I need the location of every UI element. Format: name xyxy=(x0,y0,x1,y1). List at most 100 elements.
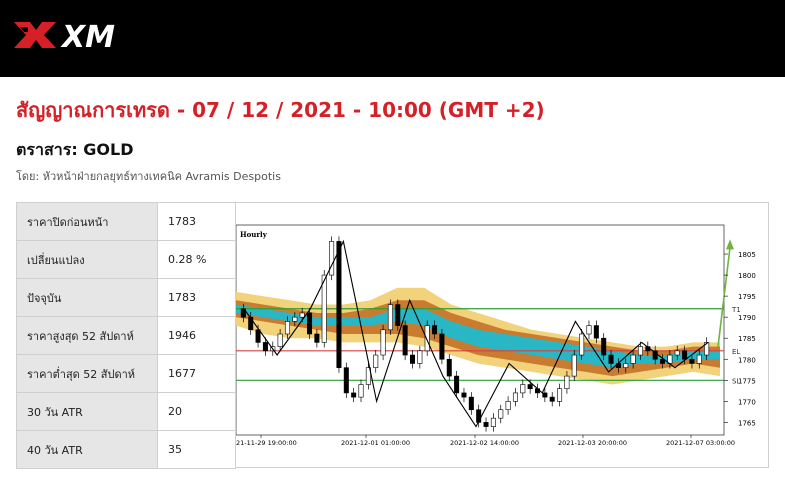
candle-body xyxy=(593,325,599,339)
candle-body xyxy=(704,342,710,356)
candle-body xyxy=(512,392,518,402)
candle-body xyxy=(380,329,386,356)
x-tick-label: 2021-12-01 01:00:00 xyxy=(341,439,410,447)
candle-body xyxy=(417,350,423,364)
candle-body xyxy=(262,342,268,352)
author-line: โดย: หัวหน้าฝ่ายกลยุทธ์ทางเทคนิค Avramis… xyxy=(16,170,281,183)
brand-text: XM xyxy=(60,20,115,52)
candle-body xyxy=(284,321,290,335)
candle-body xyxy=(365,367,371,385)
candle-body xyxy=(630,354,636,364)
candle-body xyxy=(446,358,452,377)
candle-body xyxy=(689,358,695,364)
candle-body xyxy=(483,422,489,427)
candle-body xyxy=(424,325,430,352)
candle-body xyxy=(395,304,401,326)
level-label-el: EL xyxy=(732,348,740,356)
forecast-arrow-head xyxy=(726,239,734,250)
forecast-arrow-shaft xyxy=(717,247,731,347)
candle-body xyxy=(542,392,548,398)
y-tick-label: 1805 xyxy=(738,251,756,259)
candle-body xyxy=(579,333,585,356)
stat-value: 1783 xyxy=(157,278,236,317)
candle-body xyxy=(564,375,570,390)
stat-label: ปัจจุบัน xyxy=(16,278,158,317)
xm-logo[interactable]: XM xyxy=(12,18,132,52)
table-row: ราคาต่ำสุด 52 สัปดาห์ 1677 xyxy=(16,354,236,393)
zigzag-line xyxy=(243,239,709,428)
candle-body xyxy=(439,333,445,360)
candle-body xyxy=(307,312,313,335)
candle-body xyxy=(571,354,577,377)
candle-body xyxy=(373,354,379,368)
candle-body xyxy=(608,354,614,364)
y-tick-label: 1790 xyxy=(738,314,756,322)
page-title: สัญญาณการเทรด - 07 / 12 / 2021 - 10:00 (… xyxy=(16,98,545,122)
x-tick-label: 2021-12-07 03:00:00 xyxy=(666,439,735,447)
candle-body xyxy=(468,396,474,411)
candle-body xyxy=(660,358,666,364)
table-row: ราคาสูงสุด 52 สัปดาห์ 1946 xyxy=(16,316,236,355)
stat-value: 1677 xyxy=(157,354,236,393)
candle-body xyxy=(255,329,261,343)
candle-body xyxy=(520,384,526,394)
candle-body xyxy=(329,241,335,276)
candle-body xyxy=(601,337,607,356)
candle-body xyxy=(248,316,254,331)
candle-body xyxy=(623,363,629,368)
y-tick-label: 1785 xyxy=(738,335,756,343)
candle-body xyxy=(490,417,496,427)
x-tick-label: 2021-12-02 14:00:00 xyxy=(450,439,519,447)
candle-body xyxy=(240,308,246,318)
stat-label: ราคาต่ำสุด 52 สัปดาห์ xyxy=(16,354,158,393)
candle-body xyxy=(696,354,702,364)
stat-value: 1783 xyxy=(157,202,236,241)
candle-body xyxy=(549,396,555,402)
candle-body xyxy=(358,384,364,398)
candle-body xyxy=(461,392,467,398)
stat-label: ราคาสูงสุด 52 สัปดาห์ xyxy=(16,316,158,355)
stat-label: ราคาปิดก่อนหน้า xyxy=(16,202,158,241)
candle-body xyxy=(343,367,349,394)
instrument-label: ตราสาร: GOLD xyxy=(16,140,134,159)
candle-body xyxy=(637,346,643,356)
header-bar: XM xyxy=(0,0,785,77)
candle-body xyxy=(299,312,305,318)
candle-body xyxy=(498,409,504,419)
candle-body xyxy=(409,354,415,364)
candle-body xyxy=(505,401,511,411)
candle-body xyxy=(402,325,408,356)
level-label-t1: T1 xyxy=(731,306,741,314)
y-tick-label: 1770 xyxy=(738,398,756,406)
band-inner xyxy=(236,304,720,368)
candle-body xyxy=(314,333,320,343)
candle-body xyxy=(292,316,298,322)
y-tick-label: 1765 xyxy=(738,419,756,427)
level-label-sl: SL xyxy=(732,377,740,385)
table-row: 30 วัน ATR 20 xyxy=(16,392,236,431)
chart-panel: T1 EL SL 1765 1770 1775 1780 1785 1790 1795 1800 18… xyxy=(236,202,769,468)
x-tick-label: 2021-12-03 20:00:00 xyxy=(558,439,627,447)
candle-body xyxy=(527,384,533,390)
candle-body xyxy=(387,304,393,331)
candle-body xyxy=(336,241,342,368)
candle-body xyxy=(351,392,357,398)
candle-body xyxy=(682,350,688,360)
table-row: เปลี่ยนแปลง 0.28 % xyxy=(16,240,236,279)
stat-value: 35 xyxy=(157,430,236,469)
stat-label: เปลี่ยนแปลง xyxy=(16,240,158,279)
candle-body xyxy=(432,325,438,335)
stats-table: ราคาปิดก่อนหน้า 1783 เปลี่ยนแปลง 0.28 % ปั… xyxy=(16,202,236,469)
candle-body xyxy=(674,350,680,356)
table-row: ราคาปิดก่อนหน้า 1783 xyxy=(16,202,236,241)
y-tick-label: 1795 xyxy=(738,293,756,301)
stat-label: 30 วัน ATR xyxy=(16,392,158,431)
candle-body xyxy=(586,325,592,335)
y-tick-label: 1780 xyxy=(738,356,756,364)
candle-body xyxy=(454,375,460,394)
candle-body xyxy=(557,388,563,402)
candle-body xyxy=(321,274,327,343)
table-row: 40 วัน ATR 35 xyxy=(16,430,236,469)
stat-value: 1946 xyxy=(157,316,236,355)
stat-value: 20 xyxy=(157,392,236,431)
